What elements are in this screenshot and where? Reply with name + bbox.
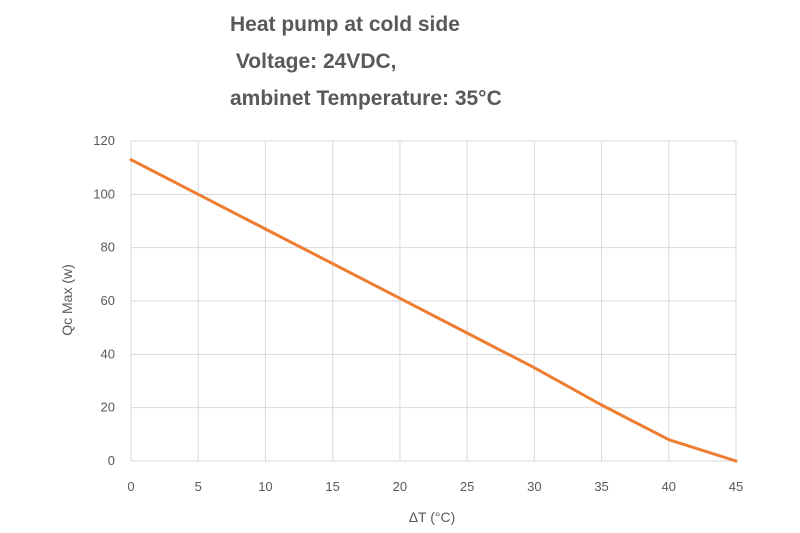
- data-point: [734, 459, 738, 463]
- x-axis-label: ΔT (°C): [409, 509, 456, 525]
- y-tick-label: 100: [93, 186, 115, 201]
- data-point: [600, 403, 603, 407]
- x-tick-label: 40: [662, 479, 676, 494]
- series-group: [129, 158, 738, 463]
- y-tick-label: 20: [101, 400, 115, 415]
- y-tick-label: 0: [108, 453, 115, 468]
- series-line: [129, 158, 738, 463]
- x-tick-label: 25: [460, 479, 474, 494]
- data-point: [264, 227, 267, 231]
- x-tick-label: 20: [393, 479, 407, 494]
- data-point: [129, 158, 133, 161]
- x-tick-label: 30: [527, 479, 541, 494]
- data-point: [197, 193, 200, 196]
- x-tick-label: 15: [325, 479, 339, 494]
- chart-title-line-3: ambinet Temperature: 35°C: [230, 87, 502, 110]
- y-tick-label: 60: [101, 293, 115, 308]
- data-point: [533, 366, 536, 369]
- x-tick-label: 5: [195, 479, 202, 494]
- data-point: [667, 438, 670, 441]
- y-tick-label: 80: [101, 240, 115, 255]
- chart-title-line-2: Voltage: 24VDC,: [230, 50, 397, 73]
- chart-title-line-1: Heat pump at cold side: [230, 13, 460, 36]
- data-point: [465, 331, 469, 335]
- y-tick-label: 40: [101, 346, 115, 361]
- data-point: [331, 262, 334, 265]
- chart-title: Heat pump at cold side Voltage: 24VDC, a…: [230, 6, 502, 117]
- x-tick-label: 35: [594, 479, 608, 494]
- x-tick-label: 0: [127, 479, 134, 494]
- y-axis-tick-labels: 0 20 40 60 80 100 120: [93, 133, 115, 468]
- x-axis-tick-labels: 0 5 10 15 20 25 30 35 40 45: [127, 479, 743, 494]
- x-tick-label: 45: [729, 479, 743, 494]
- horizontal-gridlines: [131, 140, 736, 462]
- data-point: [398, 297, 402, 300]
- y-axis-label: Qc Max (w): [59, 264, 75, 336]
- x-tick-label: 10: [258, 479, 272, 494]
- y-tick-label: 120: [93, 133, 115, 148]
